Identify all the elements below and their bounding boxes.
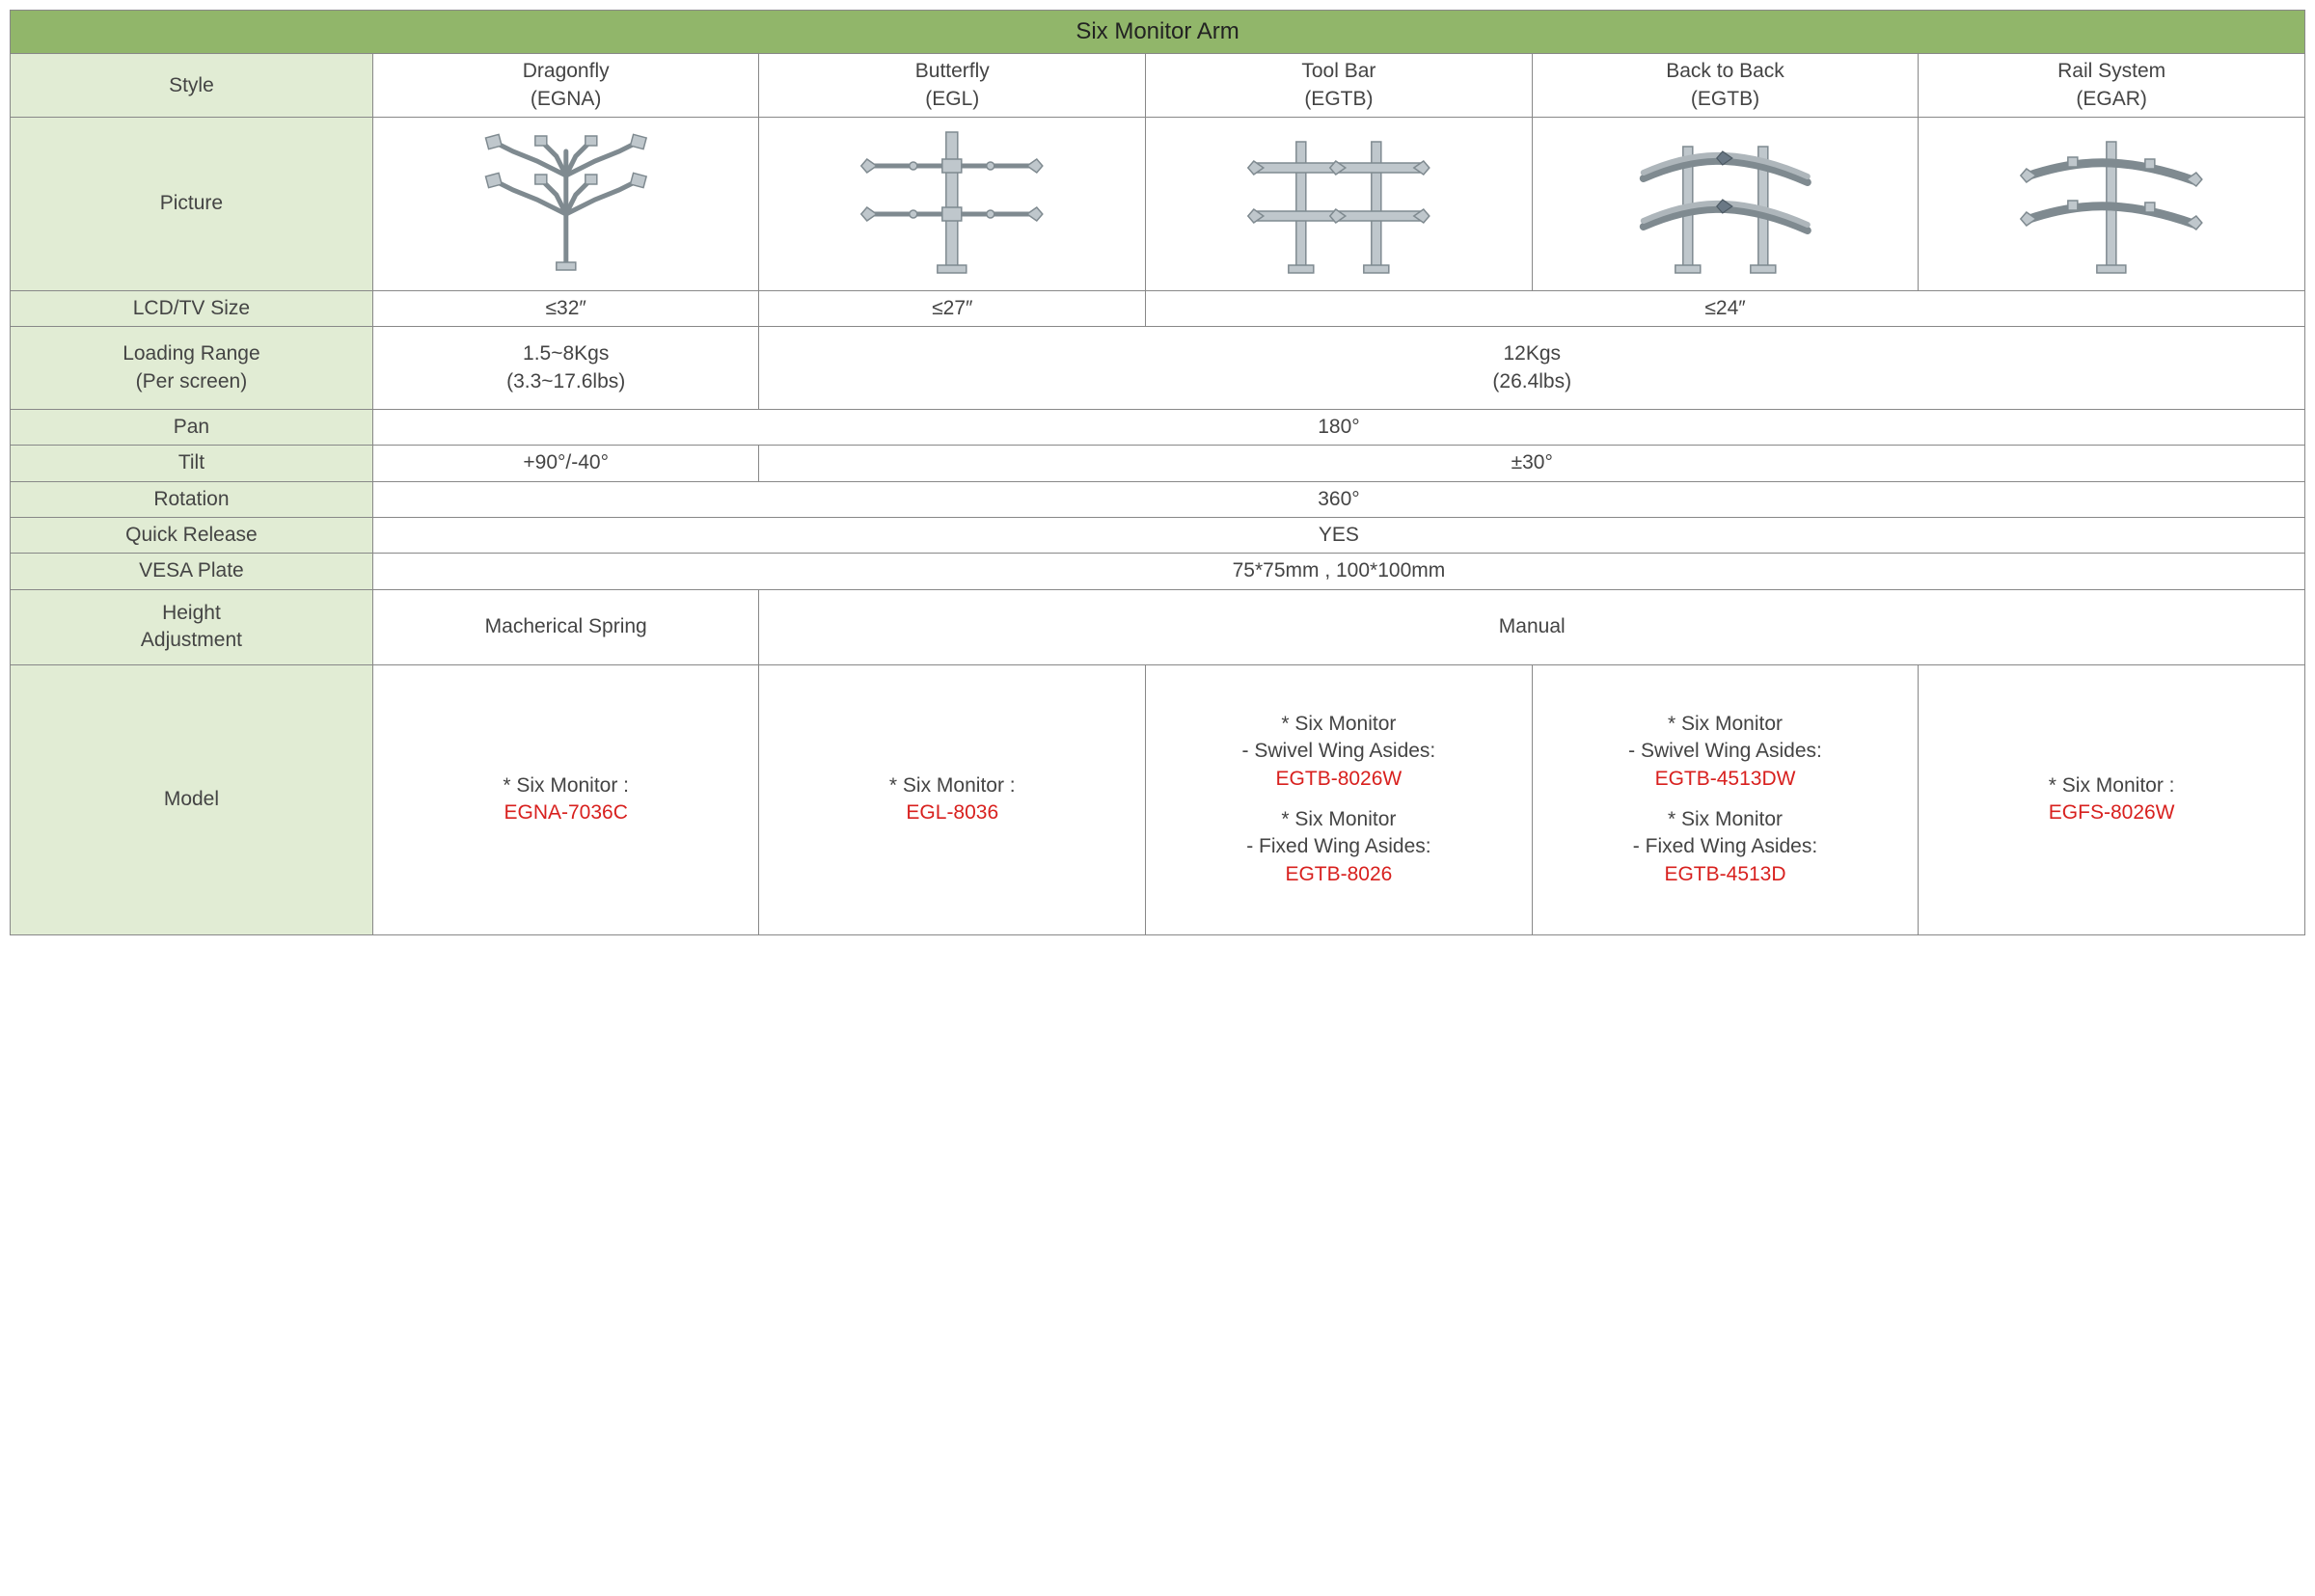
style-col-1: Dragonfly (EGNA) [372, 54, 759, 118]
title-row: Six Monitor Arm [11, 11, 2305, 54]
row-picture: Picture [11, 118, 2305, 291]
model-label: * Six Monitor - Fixed Wing Asides: [1152, 806, 1526, 861]
model-code: EGFS-8026W [1924, 799, 2299, 826]
lcd-c1: ≤32″ [372, 291, 759, 327]
label-tilt: Tilt [11, 446, 373, 481]
row-lcd: LCD/TV Size ≤32″ ≤27″ ≤24″ [11, 291, 2305, 327]
tilt-c1: +90°/-40° [372, 446, 759, 481]
tilt-c2345: ±30° [759, 446, 2305, 481]
spec-table: Six Monitor Arm Style Dragonfly (EGNA) B… [10, 10, 2305, 935]
label-quickrelease: Quick Release [11, 518, 373, 554]
heightadj-c1: Macherical Spring [372, 589, 759, 664]
heightadj-c2345: Manual [759, 589, 2305, 664]
model-label: * Six Monitor : [765, 772, 1139, 799]
picture-railsystem [1919, 118, 2305, 291]
row-quickrelease: Quick Release YES [11, 518, 2305, 554]
lcd-c345: ≤24″ [1146, 291, 2305, 327]
picture-backtoback [1532, 118, 1919, 291]
row-heightadj: Height Adjustment Macherical Spring Manu… [11, 589, 2305, 664]
row-style: Style Dragonfly (EGNA) Butterfly (EGL) T… [11, 54, 2305, 118]
model-block: * Six Monitor - Swivel Wing Asides:EGTB-… [1539, 711, 1913, 793]
model-code: EGNA-7036C [379, 799, 753, 826]
rotation-all: 360° [372, 481, 2304, 517]
model-c2: * Six Monitor :EGL-8036 [759, 664, 1146, 934]
model-code: EGTB-8026W [1152, 766, 1526, 793]
butterfly-icon [765, 122, 1139, 277]
style-col-5: Rail System (EGAR) [1919, 54, 2305, 118]
label-vesa: VESA Plate [11, 554, 373, 589]
backtoback-icon [1539, 122, 1913, 277]
model-block: * Six Monitor :EGFS-8026W [1924, 772, 2299, 827]
model-code: EGL-8036 [765, 799, 1139, 826]
style-col-3: Tool Bar (EGTB) [1146, 54, 1533, 118]
loading-c1: 1.5~8Kgs (3.3~17.6lbs) [372, 327, 759, 410]
model-block: * Six Monitor - Swivel Wing Asides:EGTB-… [1152, 711, 1526, 793]
style-col-4: Back to Back (EGTB) [1532, 54, 1919, 118]
row-rotation: Rotation 360° [11, 481, 2305, 517]
picture-butterfly [759, 118, 1146, 291]
label-style: Style [11, 54, 373, 118]
model-block: * Six Monitor :EGNA-7036C [379, 772, 753, 827]
model-block: * Six Monitor - Fixed Wing Asides:EGTB-4… [1539, 806, 1913, 888]
label-lcd: LCD/TV Size [11, 291, 373, 327]
label-rotation: Rotation [11, 481, 373, 517]
picture-toolbar [1146, 118, 1533, 291]
label-pan: Pan [11, 410, 373, 446]
model-code: EGTB-4513D [1539, 861, 1913, 888]
pan-all: 180° [372, 410, 2304, 446]
label-model: Model [11, 664, 373, 934]
model-code: EGTB-8026 [1152, 861, 1526, 888]
lcd-c2: ≤27″ [759, 291, 1146, 327]
model-label: * Six Monitor - Swivel Wing Asides: [1539, 711, 1913, 766]
style-col-2: Butterfly (EGL) [759, 54, 1146, 118]
table-title: Six Monitor Arm [11, 11, 2305, 54]
row-tilt: Tilt +90°/-40° ±30° [11, 446, 2305, 481]
label-heightadj: Height Adjustment [11, 589, 373, 664]
quickrelease-all: YES [372, 518, 2304, 554]
model-label: * Six Monitor - Fixed Wing Asides: [1539, 806, 1913, 861]
model-label: * Six Monitor : [379, 772, 753, 799]
model-c4: * Six Monitor - Swivel Wing Asides:EGTB-… [1532, 664, 1919, 934]
label-loading: Loading Range (Per screen) [11, 327, 373, 410]
model-block: * Six Monitor - Fixed Wing Asides:EGTB-8… [1152, 806, 1526, 888]
model-c3: * Six Monitor - Swivel Wing Asides:EGTB-… [1146, 664, 1533, 934]
row-loading: Loading Range (Per screen) 1.5~8Kgs (3.3… [11, 327, 2305, 410]
railsystem-icon [1924, 122, 2299, 277]
model-c5: * Six Monitor :EGFS-8026W [1919, 664, 2305, 934]
model-code: EGTB-4513DW [1539, 766, 1913, 793]
dragonfly-icon [379, 122, 753, 277]
picture-dragonfly [372, 118, 759, 291]
toolbar-icon [1152, 122, 1526, 277]
model-c1: * Six Monitor :EGNA-7036C [372, 664, 759, 934]
loading-c2345: 12Kgs (26.4lbs) [759, 327, 2305, 410]
row-pan: Pan 180° [11, 410, 2305, 446]
model-block: * Six Monitor :EGL-8036 [765, 772, 1139, 827]
row-model: Model * Six Monitor :EGNA-7036C * Six Mo… [11, 664, 2305, 934]
row-vesa: VESA Plate 75*75mm , 100*100mm [11, 554, 2305, 589]
model-label: * Six Monitor - Swivel Wing Asides: [1152, 711, 1526, 766]
vesa-all: 75*75mm , 100*100mm [372, 554, 2304, 589]
label-picture: Picture [11, 118, 373, 291]
model-label: * Six Monitor : [1924, 772, 2299, 799]
